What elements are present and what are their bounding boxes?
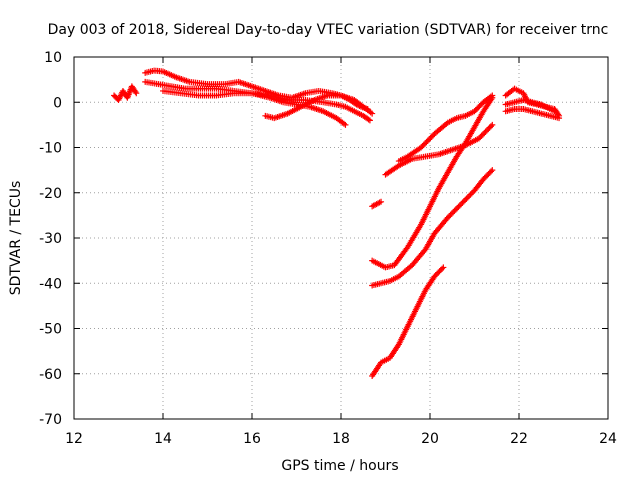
data-point-marker — [458, 201, 465, 208]
data-point-marker — [426, 136, 433, 143]
y-tick-label: -10 — [39, 141, 62, 157]
x-tick-label: 18 — [332, 431, 350, 447]
y-tick-label: -20 — [39, 186, 62, 202]
data-point-marker — [378, 198, 385, 205]
series-arc-b — [142, 67, 371, 113]
data-point-marker — [132, 88, 139, 95]
series-arc-f — [369, 198, 385, 210]
series-arc-g — [369, 94, 496, 271]
data-point-marker — [455, 203, 462, 210]
y-tick-label: -70 — [39, 412, 62, 428]
series-arc-k — [395, 92, 496, 165]
data-point-marker — [133, 90, 140, 97]
data-point-marker — [475, 135, 482, 142]
y-tick-label: -50 — [39, 322, 62, 338]
data-point-marker — [439, 265, 446, 272]
data-point-marker — [419, 143, 426, 150]
data-point-marker — [452, 206, 459, 213]
data-point-marker — [486, 124, 493, 131]
data-point-marker — [447, 211, 454, 218]
y-tick-label: -60 — [39, 367, 62, 383]
x-axis-label: GPS time / hours — [281, 458, 398, 474]
y-tick-label: -30 — [39, 231, 62, 247]
x-tick-label: 24 — [599, 431, 617, 447]
data-point-marker — [551, 108, 558, 115]
data-markers — [111, 67, 563, 380]
data-point-marker — [556, 115, 563, 122]
data-point-marker — [420, 141, 427, 148]
data-point-marker — [456, 202, 463, 209]
data-point-marker — [428, 133, 435, 140]
x-tick-label: 12 — [65, 431, 83, 447]
series-arc-e — [262, 92, 376, 122]
y-tick-label: 0 — [53, 95, 62, 111]
data-point-marker — [450, 209, 457, 216]
data-point-marker — [466, 192, 473, 199]
series-arc-n — [502, 96, 558, 115]
data-point-marker — [489, 167, 496, 174]
data-point-marker — [459, 199, 466, 206]
data-point-marker — [477, 134, 484, 141]
x-tick-label: 20 — [421, 431, 439, 447]
data-point-marker — [479, 131, 486, 138]
axis-ticks: 12 14 16 18 20 22 24 -70 -60 -50 -40 -30 -20 -10 0 10 — [39, 50, 617, 447]
data-point-marker — [464, 194, 471, 201]
data-point-marker — [448, 210, 455, 217]
data-point-marker — [468, 190, 475, 197]
data-point-marker — [555, 111, 562, 118]
x-tick-label: 14 — [154, 431, 172, 447]
data-point-marker — [423, 139, 430, 146]
data-point-marker — [422, 140, 429, 147]
data-point-marker — [489, 92, 496, 99]
y-tick-label: 10 — [44, 50, 62, 66]
series-arc-m — [502, 106, 563, 122]
y-tick-label: -40 — [39, 276, 62, 292]
data-point-marker — [478, 132, 485, 139]
data-point-marker — [424, 137, 431, 144]
data-point-marker — [460, 198, 467, 205]
data-point-marker — [369, 110, 376, 117]
data-point-marker — [451, 207, 458, 214]
data-point-marker — [467, 191, 474, 198]
data-point-marker — [454, 205, 461, 212]
data-point-marker — [444, 214, 451, 221]
x-tick-label: 16 — [243, 431, 261, 447]
data-point-marker — [440, 264, 447, 271]
data-point-marker — [365, 116, 372, 123]
chart-title: Day 003 of 2018, Sidereal Day-to-day VTE… — [48, 22, 609, 38]
series-arc-d — [160, 87, 349, 128]
grid-lines — [74, 57, 608, 419]
data-point-marker — [342, 121, 349, 128]
series-arc-a — [111, 83, 140, 103]
data-point-marker — [488, 168, 495, 175]
data-point-marker — [487, 123, 494, 130]
data-point-marker — [483, 127, 490, 134]
data-point-marker — [462, 196, 469, 203]
series-arc-i — [382, 121, 496, 178]
data-point-marker — [482, 128, 489, 135]
data-point-marker — [463, 195, 470, 202]
data-point-marker — [481, 130, 488, 137]
data-point-marker — [446, 213, 453, 220]
x-tick-label: 22 — [510, 431, 528, 447]
data-point-marker — [427, 134, 434, 141]
data-point-marker — [366, 117, 373, 124]
series-arc-j — [369, 264, 447, 380]
series-arc-h — [369, 167, 496, 289]
data-point-marker — [489, 121, 496, 128]
data-point-marker — [430, 132, 437, 139]
data-point-marker — [485, 125, 492, 132]
data-point-marker — [418, 144, 425, 151]
y-axis-label: SDTVAR / TECUs — [8, 181, 24, 296]
